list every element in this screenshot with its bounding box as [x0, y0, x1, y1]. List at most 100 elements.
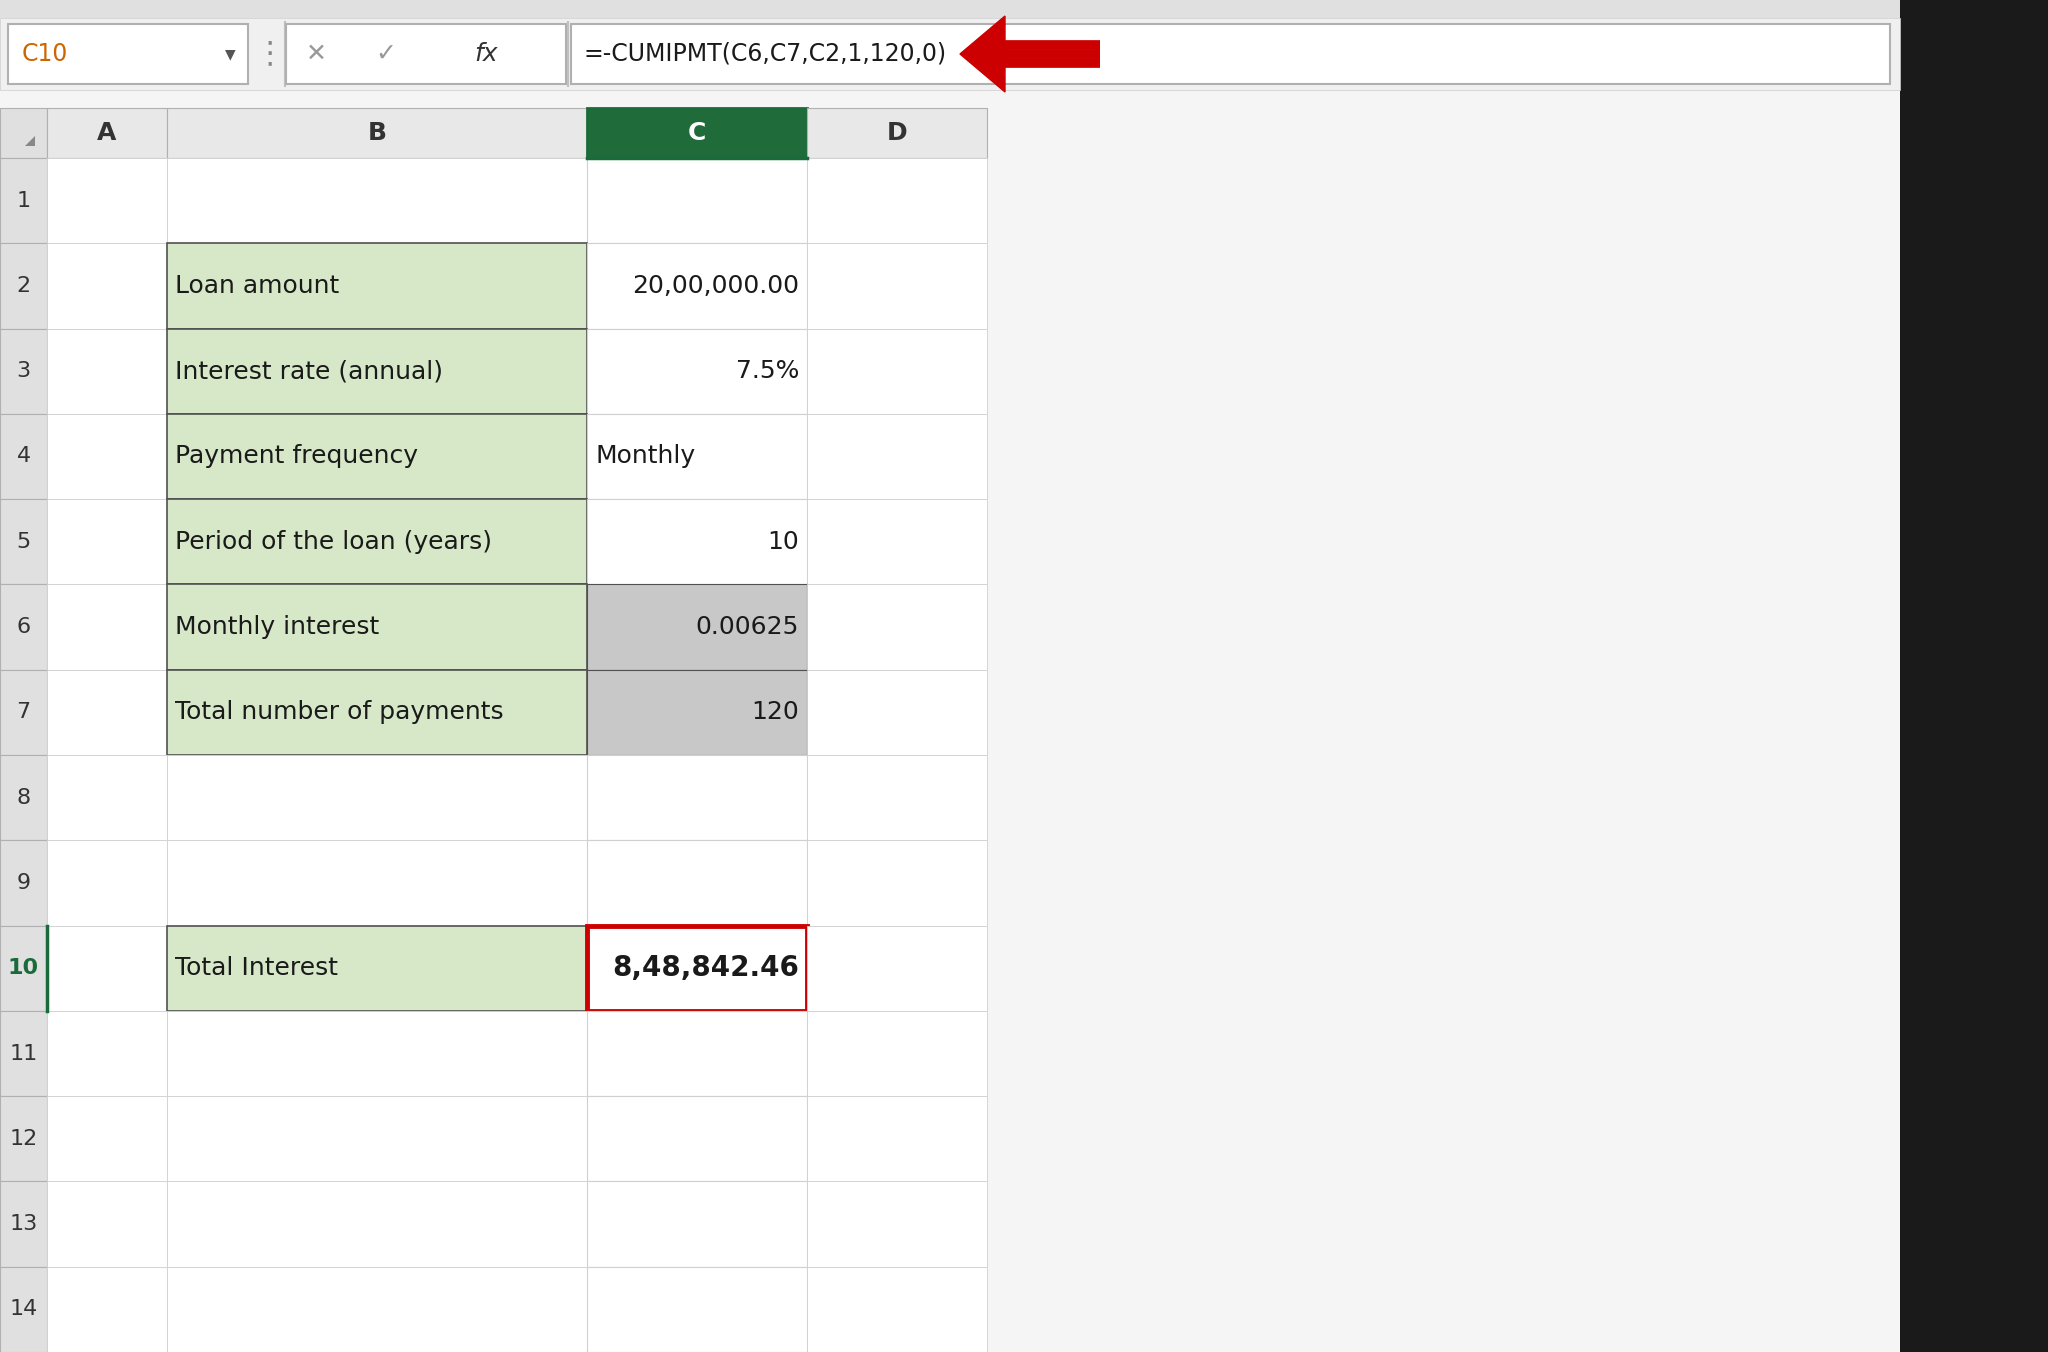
Bar — [0, 1011, 47, 1096]
Text: =-CUMIPMT(C6,C7,C2,1,120,0): =-CUMIPMT(C6,C7,C2,1,120,0) — [584, 42, 946, 66]
Bar — [588, 243, 807, 329]
Bar — [47, 243, 168, 329]
Bar — [47, 1182, 168, 1267]
Text: B: B — [367, 120, 387, 145]
Bar — [47, 329, 168, 414]
Text: 120: 120 — [752, 700, 799, 725]
Bar — [168, 1182, 588, 1267]
Text: 3: 3 — [16, 361, 31, 381]
Text: ✓: ✓ — [375, 42, 397, 66]
Text: 2: 2 — [16, 276, 31, 296]
Bar — [1901, 0, 2048, 1352]
Bar — [807, 926, 987, 1011]
Bar — [0, 584, 47, 669]
Bar — [807, 243, 987, 329]
Bar — [168, 499, 588, 584]
Bar — [807, 1096, 987, 1182]
Bar — [47, 1011, 168, 1096]
Bar — [168, 669, 588, 754]
Bar — [287, 24, 565, 84]
Bar — [47, 754, 168, 841]
Text: 8,48,842.46: 8,48,842.46 — [612, 955, 799, 982]
Bar — [168, 841, 588, 926]
Text: Interest rate (annual): Interest rate (annual) — [174, 360, 442, 383]
Bar — [807, 754, 987, 841]
Bar — [168, 584, 588, 669]
Bar — [807, 1011, 987, 1096]
Text: ▼: ▼ — [225, 47, 236, 61]
Bar — [0, 499, 47, 584]
Bar — [168, 243, 588, 329]
Bar — [807, 108, 987, 158]
Text: 13: 13 — [10, 1214, 37, 1234]
Bar — [168, 1096, 588, 1182]
Bar — [807, 158, 987, 243]
Bar — [47, 499, 168, 584]
Bar — [588, 329, 807, 414]
Polygon shape — [961, 16, 1006, 92]
Text: 4: 4 — [16, 446, 31, 466]
Bar — [0, 926, 47, 1011]
Text: 7: 7 — [16, 702, 31, 722]
Text: fx: fx — [475, 42, 498, 66]
Text: 8: 8 — [16, 788, 31, 807]
Text: Period of the loan (years): Period of the loan (years) — [174, 530, 492, 554]
Bar — [0, 329, 47, 414]
Bar — [0, 754, 47, 841]
Text: A: A — [98, 120, 117, 145]
Bar — [168, 926, 588, 1011]
Text: 9: 9 — [16, 873, 31, 892]
Text: 12: 12 — [10, 1129, 37, 1149]
Bar — [588, 841, 807, 926]
Text: Loan amount: Loan amount — [174, 274, 340, 297]
Bar — [8, 24, 248, 84]
Bar — [0, 1096, 47, 1182]
Text: ✕: ✕ — [305, 42, 326, 66]
Bar — [807, 499, 987, 584]
Bar — [588, 1182, 807, 1267]
Bar — [588, 1096, 807, 1182]
Bar — [588, 1267, 807, 1352]
Bar — [168, 329, 588, 414]
Text: 10: 10 — [768, 530, 799, 554]
Text: 14: 14 — [10, 1299, 37, 1320]
Bar — [0, 414, 47, 499]
Bar — [0, 1267, 47, 1352]
Bar — [588, 584, 807, 669]
Text: Total Interest: Total Interest — [174, 956, 338, 980]
Text: 1: 1 — [16, 191, 31, 211]
Bar — [0, 158, 47, 243]
Bar — [168, 1267, 588, 1352]
Bar — [571, 24, 1890, 84]
Text: C10: C10 — [23, 42, 68, 66]
Bar — [0, 18, 1901, 91]
Text: 6: 6 — [16, 617, 31, 637]
Text: Total number of payments: Total number of payments — [174, 700, 504, 725]
Bar — [588, 108, 807, 158]
Bar — [807, 414, 987, 499]
Bar — [588, 1011, 807, 1096]
Text: Payment frequency: Payment frequency — [174, 445, 418, 469]
Bar — [807, 329, 987, 414]
Text: 20,00,000.00: 20,00,000.00 — [633, 274, 799, 297]
Text: Monthly: Monthly — [596, 445, 694, 469]
Bar — [807, 669, 987, 754]
Text: 7.5%: 7.5% — [735, 360, 799, 383]
Bar — [47, 158, 168, 243]
Text: 10: 10 — [8, 959, 39, 979]
Bar — [0, 108, 47, 158]
Text: Monthly interest: Monthly interest — [174, 615, 379, 639]
Text: ⋮: ⋮ — [254, 39, 285, 69]
Bar — [168, 108, 588, 158]
Bar — [807, 1182, 987, 1267]
Bar — [0, 669, 47, 754]
Bar — [0, 1182, 47, 1267]
Bar — [168, 158, 588, 243]
Bar — [0, 841, 47, 926]
Bar — [588, 669, 807, 754]
Bar — [588, 926, 807, 1011]
Bar — [168, 754, 588, 841]
Bar — [47, 669, 168, 754]
Bar — [807, 584, 987, 669]
Text: 0.00625: 0.00625 — [696, 615, 799, 639]
